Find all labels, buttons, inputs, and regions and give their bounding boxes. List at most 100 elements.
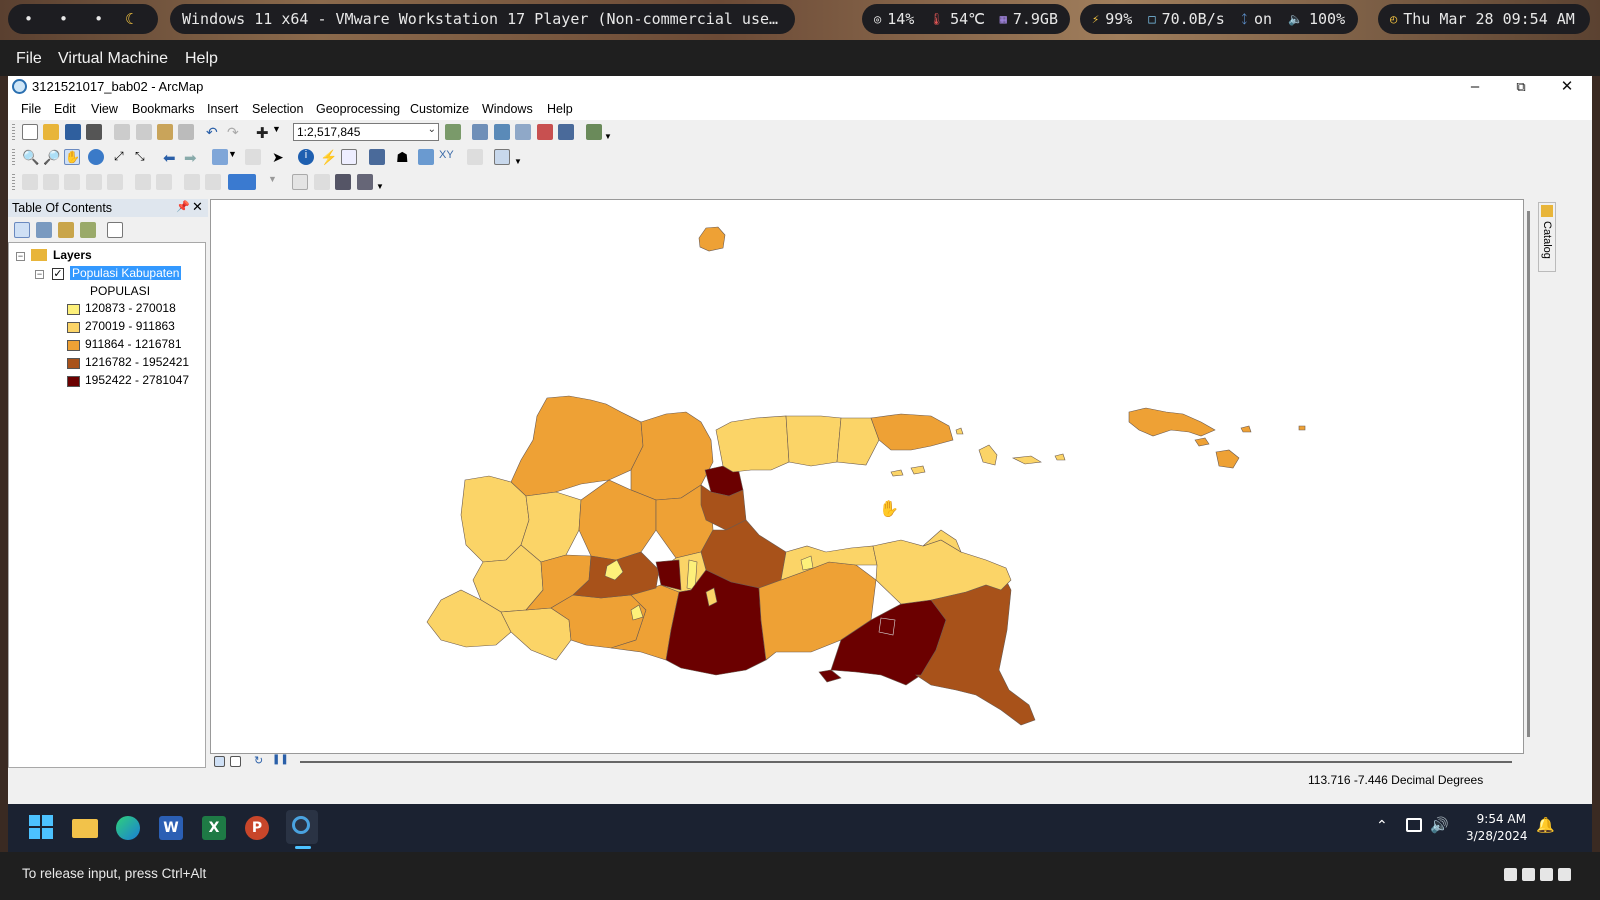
minimize-button[interactable]: – [1470, 78, 1480, 95]
list-by-selection-icon[interactable] [80, 222, 96, 238]
print-icon[interactable] [86, 124, 102, 140]
removable-device-icon[interactable] [1558, 868, 1571, 881]
menu-selection[interactable]: Selection [252, 102, 304, 116]
legend-swatch[interactable] [67, 340, 80, 351]
legend-swatch[interactable] [67, 358, 80, 369]
paste-icon[interactable] [157, 124, 173, 140]
vm-menu-help[interactable]: Help [185, 50, 218, 67]
start-button[interactable] [28, 814, 56, 842]
cut-icon[interactable] [114, 124, 130, 140]
legend-class-label[interactable]: 120873 - 270018 [85, 301, 176, 315]
menu-customize[interactable]: Customize [410, 102, 470, 116]
vm-menu-virtual-machine[interactable]: Virtual Machine [58, 50, 168, 67]
pin-icon[interactable]: 📌 [176, 201, 190, 213]
search-window-icon[interactable] [515, 124, 531, 140]
scrollbar-thumb[interactable] [1527, 211, 1530, 737]
data-frame-layers[interactable]: Layers [53, 248, 92, 262]
clear-selection-icon[interactable] [245, 149, 261, 165]
save-icon[interactable] [65, 124, 81, 140]
forward-icon[interactable]: ➡ [184, 150, 197, 167]
legend-swatch[interactable] [67, 376, 80, 387]
menu-edit[interactable]: Edit [54, 102, 76, 116]
new-document-icon[interactable] [22, 124, 38, 140]
arcmap-taskbar-button[interactable] [286, 810, 318, 849]
menu-insert[interactable]: Insert [207, 102, 239, 116]
data-view-button[interactable] [214, 756, 225, 767]
find-icon[interactable]: ☗ [396, 149, 409, 165]
pause-drawing-icon[interactable]: ❚❚ [272, 754, 289, 765]
list-by-source-icon[interactable] [36, 222, 52, 238]
toolbar-options-icon[interactable]: ▼ [514, 157, 522, 166]
map-display[interactable]: ✋ [210, 199, 1524, 754]
add-data-icon[interactable]: ✚ [256, 125, 269, 142]
modelbuilder-icon[interactable] [586, 124, 602, 140]
chevron-down-icon[interactable]: ▼ [228, 149, 237, 159]
table-of-contents-icon[interactable] [472, 124, 488, 140]
legend-class-label[interactable]: 270019 - 911863 [85, 319, 175, 333]
map-horizontal-scrollbar[interactable] [300, 761, 1512, 763]
menu-help[interactable]: Help [547, 102, 573, 116]
layout-zoom-out-icon[interactable] [43, 174, 59, 190]
open-folder-icon[interactable] [43, 124, 59, 140]
word-button[interactable]: W [157, 814, 185, 842]
toolbar-options-icon[interactable]: ▼ [604, 132, 612, 141]
toggle-draft-icon[interactable] [292, 174, 308, 190]
layout-zoom-in-icon[interactable] [22, 174, 38, 190]
menu-geoprocessing[interactable]: Geoprocessing [316, 102, 401, 116]
legend-class-label[interactable]: 911864 - 1216781 [85, 337, 182, 351]
layout-view-button[interactable] [230, 756, 241, 767]
layout-pan-icon[interactable] [64, 174, 80, 190]
workspace-dot-1[interactable]: • [24, 10, 34, 28]
back-icon[interactable]: ⬅ [163, 150, 176, 167]
list-by-drawing-order-icon[interactable] [14, 222, 30, 238]
refresh-icon[interactable]: ↻ [254, 755, 264, 767]
legend-class-label[interactable]: 1216782 - 1952421 [85, 355, 190, 369]
menu-windows[interactable]: Windows [482, 102, 533, 116]
catalog-window-icon[interactable] [494, 124, 510, 140]
editor-toolbar-icon[interactable] [445, 124, 461, 140]
copy-icon[interactable] [136, 124, 152, 140]
redo-icon[interactable]: ↷ [227, 124, 239, 140]
toolbar-grip[interactable] [12, 124, 15, 141]
menu-file[interactable]: File [21, 102, 42, 116]
measure-icon[interactable] [369, 149, 385, 165]
zoom-out-icon[interactable]: 🔎 [43, 149, 61, 165]
legend-swatch[interactable] [67, 322, 80, 333]
restore-button[interactable]: ⧉ [1516, 79, 1526, 94]
legend-class-label[interactable]: 1952422 - 2781047 [85, 373, 190, 387]
hyperlink-icon[interactable]: ⚡ [320, 149, 338, 165]
change-layout-icon[interactable] [335, 174, 351, 190]
workspace-dot-2[interactable]: • [59, 10, 69, 28]
identify-icon[interactable]: i [298, 149, 314, 165]
create-viewer-icon[interactable] [494, 149, 510, 165]
zoom-in-icon[interactable]: 🔍 [22, 149, 40, 165]
chevron-down-icon[interactable]: ▼ [272, 124, 281, 134]
data-driven-pages-icon[interactable] [357, 174, 373, 190]
choropleth-map[interactable]: ✋ [211, 200, 1523, 753]
clock-pill[interactable]: ◴ Thu Mar 28 09:54 AM [1378, 4, 1590, 34]
previous-extent-icon[interactable] [184, 174, 200, 190]
undo-icon[interactable]: ↶ [206, 124, 218, 140]
catalog-side-tab[interactable]: Catalog [1538, 202, 1556, 272]
zoom-whole-page-icon[interactable] [86, 174, 102, 190]
arctoolbox-icon[interactable] [537, 124, 553, 140]
map-vertical-scrollbar[interactable] [1524, 199, 1536, 754]
chevron-down-icon[interactable]: ▼ [268, 174, 277, 184]
file-explorer-button[interactable] [71, 814, 99, 855]
find-route-icon[interactable] [418, 149, 434, 165]
show-hidden-icons-icon[interactable]: ⌃ [1376, 818, 1388, 834]
collapse-icon[interactable]: − [35, 269, 44, 279]
usb-device-icon[interactable] [1540, 868, 1553, 881]
powerpoint-button[interactable]: P [243, 814, 271, 842]
toolbar-grip[interactable] [12, 174, 15, 191]
workspace-dot-3[interactable]: • [94, 10, 104, 28]
full-extent-icon[interactable] [88, 149, 104, 165]
layout-zoom-percent-box[interactable] [228, 174, 256, 190]
toolbar-grip[interactable] [12, 149, 15, 166]
legend-swatch[interactable] [67, 304, 80, 315]
network-adapter-icon[interactable] [1522, 868, 1535, 881]
next-extent-icon[interactable] [205, 174, 221, 190]
python-window-icon[interactable] [558, 124, 574, 140]
list-by-visibility-icon[interactable] [58, 222, 74, 238]
map-scale-select[interactable]: 1:2,517,845 ⌄ [293, 123, 439, 141]
